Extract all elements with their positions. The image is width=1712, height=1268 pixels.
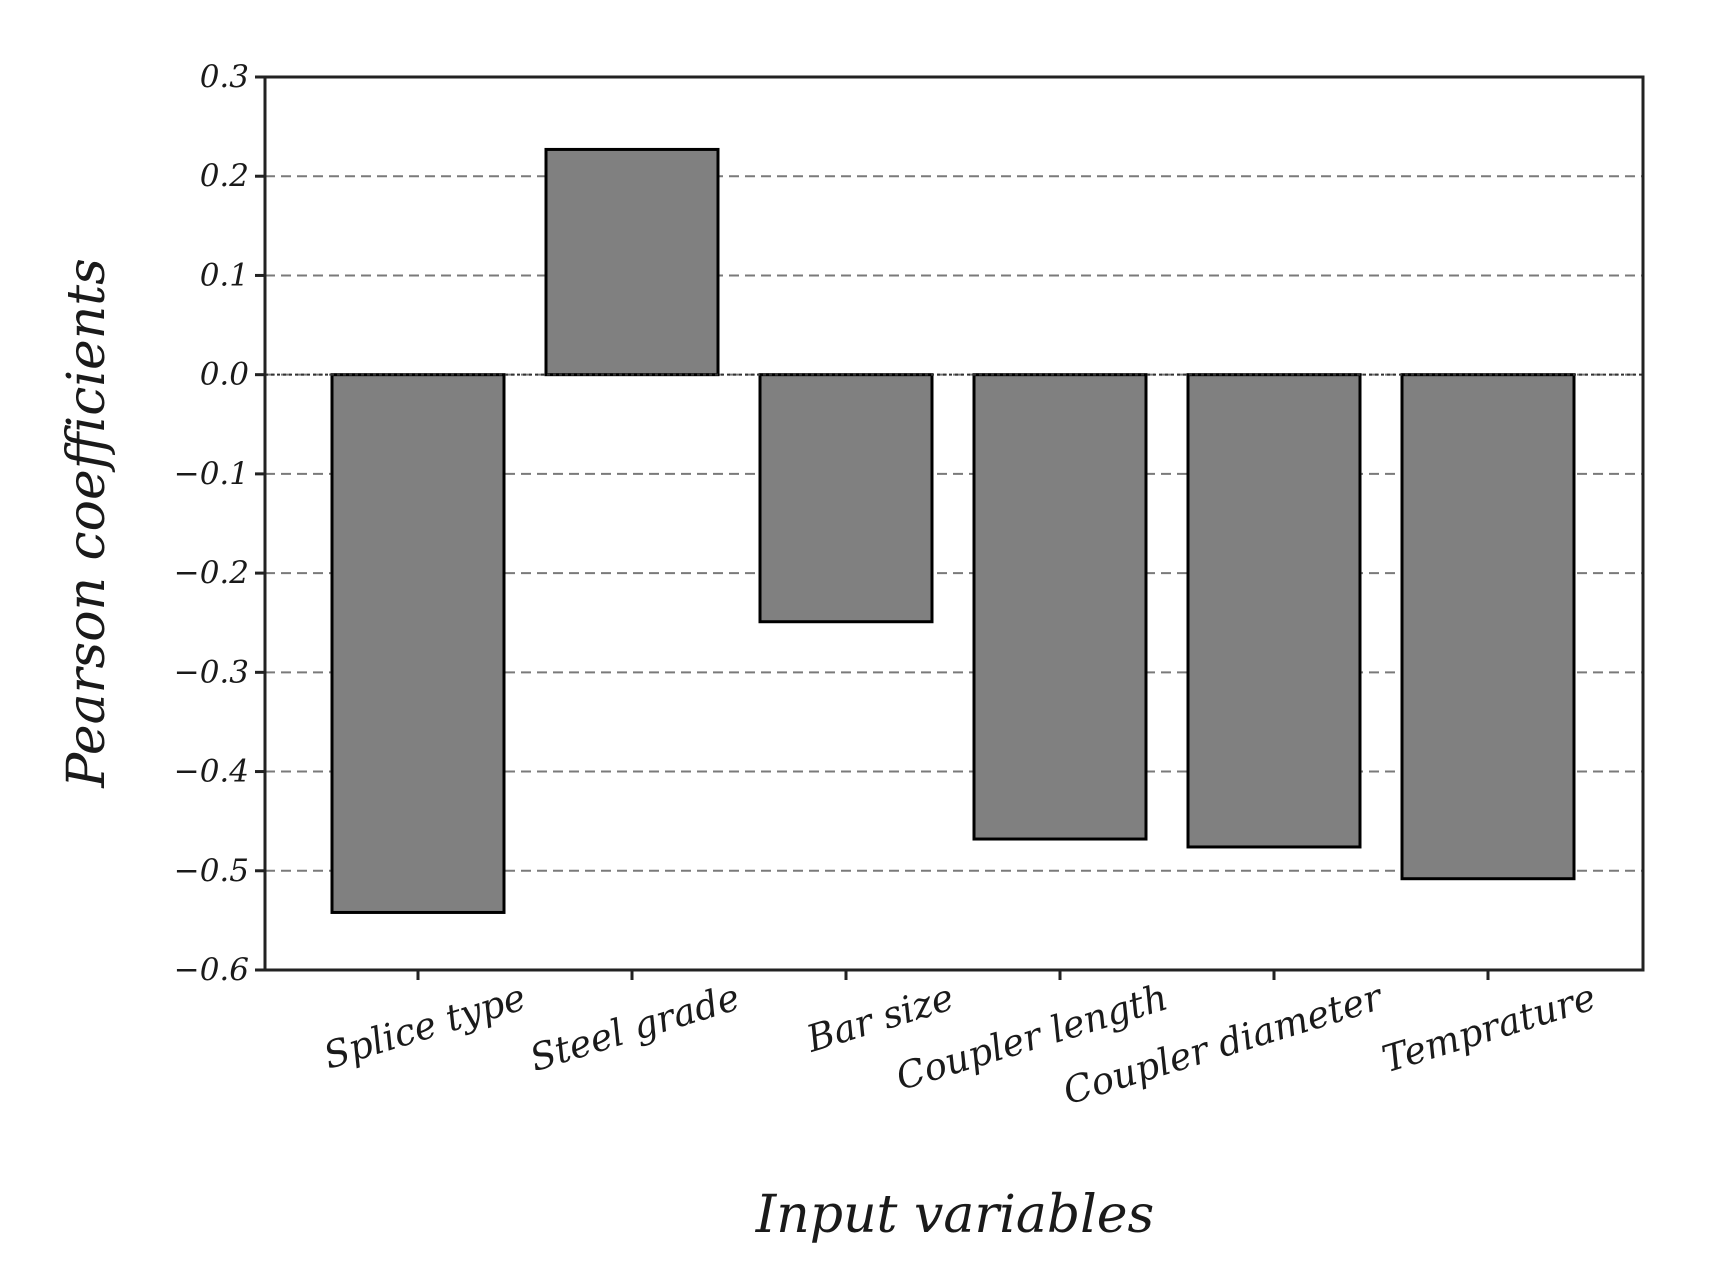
x-axis-title: Input variables xyxy=(755,1185,1154,1245)
bars-layer xyxy=(265,147,1643,914)
y-tick-label: −0.1 xyxy=(174,456,249,492)
y-tick-label: −0.3 xyxy=(174,654,249,690)
plot-frame xyxy=(263,75,1645,972)
bar xyxy=(972,373,1148,841)
bar xyxy=(330,373,506,914)
bar xyxy=(544,147,720,377)
y-tick-label: −0.6 xyxy=(174,952,249,988)
bar xyxy=(758,373,934,624)
y-tick-label: −0.2 xyxy=(174,555,249,591)
y-axis: 0.3 0.2 0.1 0.0 −0.1 −0.2 −0.3 −0.4 −0.5 −0.6 xyxy=(174,59,265,988)
y-tick-label: 0.1 xyxy=(200,257,249,293)
bar xyxy=(1400,373,1576,881)
y-tick-label: 0.3 xyxy=(200,59,249,95)
bar xyxy=(1186,373,1362,849)
y-tick-label: 0.0 xyxy=(200,357,249,393)
y-axis-title: Pearson coefficients xyxy=(57,258,117,789)
y-tick-label: −0.4 xyxy=(174,754,249,790)
y-tick-label: 0.2 xyxy=(200,158,249,194)
y-tick-label: −0.5 xyxy=(174,853,249,889)
